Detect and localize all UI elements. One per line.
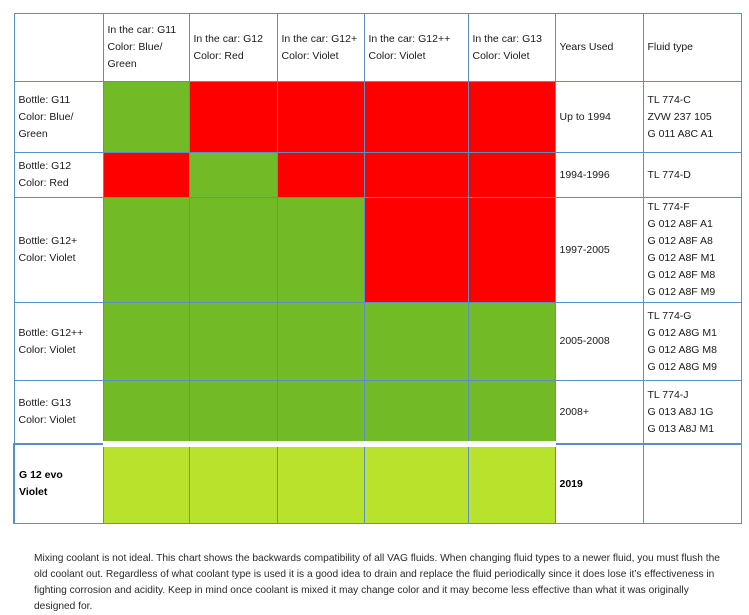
evo-bottle-label: G 12 evo Violet: [13, 443, 104, 524]
col-header: In the car: G12++ Color: Violet: [363, 13, 469, 82]
compat-cell: [188, 302, 278, 381]
compat-cell: [188, 197, 278, 303]
compatibility-table: In the car: G11 Color: Blue/Green In the …: [13, 13, 742, 524]
compat-cell: [363, 81, 469, 153]
evo-cell: [467, 441, 556, 524]
fluid-cell: TL 774-C ZVW 237 105 G 011 A8C A1: [642, 81, 742, 153]
compat-cell: [102, 302, 190, 381]
compat-cell: [363, 197, 469, 303]
compat-cell: [188, 380, 278, 445]
compat-cell: [467, 152, 556, 198]
evo-cell: [276, 441, 365, 524]
evo-years-cell: 2019: [554, 443, 644, 524]
evo-fluid-cell: [642, 443, 742, 524]
bottle-label: Bottle: G11 Color: Blue/Green: [13, 81, 104, 153]
bottle-label: Bottle: G12 Color: Red: [13, 152, 104, 198]
evo-cell: [102, 441, 190, 524]
compat-cell: [102, 197, 190, 303]
years-cell: 1997-2005: [554, 197, 644, 303]
compat-cell: [363, 302, 469, 381]
compat-cell: [276, 81, 365, 153]
table-row: Bottle: G11 Color: Blue/Green Up to 1994 …: [13, 81, 742, 153]
years-cell: 2005-2008: [554, 302, 644, 381]
years-cell: 2008+: [554, 380, 644, 445]
fluid-cell: TL 774-D: [642, 152, 742, 198]
evo-cell: [188, 441, 278, 524]
compat-cell: [363, 152, 469, 198]
table-row: Bottle: G12++ Color: Violet 2005-2008 TL …: [13, 302, 742, 381]
col-header: In the car: G12 Color: Red: [188, 13, 278, 82]
fluid-cell: TL 774-J G 013 A8J 1G G 013 A8J M1: [642, 380, 742, 445]
col-header: In the car: G13 Color: Violet: [467, 13, 556, 82]
compat-cell: [102, 152, 190, 198]
compat-cell: [188, 152, 278, 198]
evo-cell: [363, 441, 469, 524]
compat-cell: [467, 197, 556, 303]
compat-cell: [363, 380, 469, 445]
compat-cell: [102, 81, 190, 153]
compat-cell: [276, 380, 365, 445]
table-row: Bottle: G12 Color: Red 1994-1996 TL 774-D: [13, 152, 742, 198]
col-header: In the car: G11 Color: Blue/Green: [102, 13, 190, 82]
compat-cell: [276, 302, 365, 381]
table-row: Bottle: G13 Color: Violet 2008+ TL 774-J G…: [13, 380, 742, 445]
compat-cell: [467, 302, 556, 381]
fluid-cell: TL 774-G G 012 A8G M1 G 012 A8G M8 G 012 A8…: [642, 302, 742, 381]
compat-cell: [102, 380, 190, 445]
bottle-label: Bottle: G12++ Color: Violet: [13, 302, 104, 381]
compat-cell: [467, 81, 556, 153]
bottle-label: Bottle: G13 Color: Violet: [13, 380, 104, 445]
col-header: In the car: G12+ Color: Violet: [276, 13, 365, 82]
years-cell: Up to 1994: [554, 81, 644, 153]
compat-cell: [467, 380, 556, 445]
table-row: Bottle: G12+ Color: Violet 1997-2005 TL 7…: [13, 197, 742, 303]
bottle-label: Bottle: G12+ Color: Violet: [13, 197, 104, 303]
evo-row: G 12 evo Violet 2019: [13, 441, 742, 524]
compatibility-note: Mixing coolant is not ideal. This chart …: [34, 553, 720, 613]
corner-cell: [13, 13, 104, 82]
compat-cell: [276, 197, 365, 303]
fluid-cell: TL 774-F G 012 A8F A1 G 012 A8F A8 G 012 A8…: [642, 197, 742, 303]
years-cell: 1994-1996: [554, 152, 644, 198]
years-used-header: Years Used: [554, 13, 644, 82]
header-row: In the car: G11 Color: Blue/Green In the …: [13, 13, 742, 82]
compat-cell: [276, 152, 365, 198]
compat-cell: [188, 81, 278, 153]
fluid-type-header: Fluid type: [642, 13, 742, 82]
